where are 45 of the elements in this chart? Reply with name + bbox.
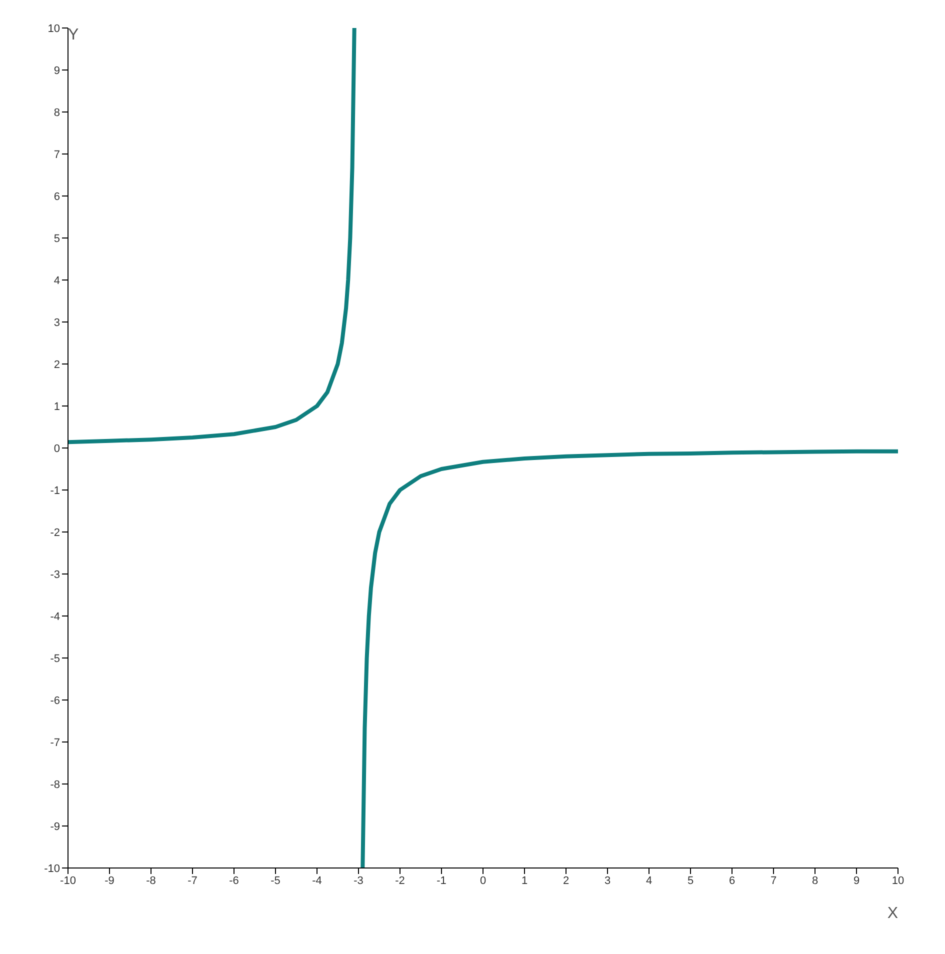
x-tick-label: 3 (604, 874, 611, 887)
y-tick-label: -4 (50, 610, 60, 623)
y-tick-label: -5 (50, 652, 60, 665)
x-tick-label: 9 (853, 874, 860, 887)
x-tick-label: -8 (146, 874, 156, 887)
line-series (68, 28, 356, 444)
x-tick-label: 6 (728, 874, 736, 887)
y-tick-label: 4 (54, 274, 60, 287)
y-tick-label: 2 (54, 358, 60, 371)
y-tick-label: 8 (54, 106, 60, 119)
x-tick-label: -2 (395, 874, 405, 887)
y-tick-label: -8 (50, 778, 60, 791)
y-tick-label: 9 (54, 64, 60, 77)
x-tick-label: -3 (354, 874, 364, 887)
x-tick-label: 0 (480, 874, 486, 887)
x-tick-label: 5 (687, 874, 694, 887)
y-tick-label: 1 (54, 400, 60, 413)
x-tick-label: 1 (521, 874, 528, 887)
x-tick-label: 7 (770, 874, 777, 887)
y-tick-label: -10 (44, 862, 60, 875)
y-tick-label: 7 (54, 148, 60, 161)
y-tick-label: 10 (48, 22, 60, 35)
y-tick-label: -6 (50, 694, 60, 707)
y-tick-label: -3 (50, 568, 60, 581)
y-tick-label: 6 (54, 190, 60, 203)
y-tick-label: 5 (54, 232, 60, 245)
x-tick-label: -9 (104, 874, 114, 887)
x-tick-label: -1 (436, 874, 446, 887)
x-tick-label: 2 (562, 874, 570, 887)
y-tick-label: 0 (54, 442, 60, 455)
x-tick-label: -7 (188, 874, 198, 887)
x-tick-label: -5 (270, 874, 280, 887)
x-axis-title: X (887, 905, 898, 922)
y-tick-label: -7 (50, 736, 60, 749)
y-axis-title: Y (68, 26, 79, 44)
x-tick-label: 10 (892, 874, 904, 887)
y-tick-label: -1 (50, 484, 60, 497)
x-tick-label: -6 (229, 874, 239, 887)
x-tick-label: -4 (312, 874, 322, 887)
y-tick-label: -2 (50, 526, 60, 539)
y-tick-label: -9 (50, 820, 60, 833)
y-tick-label: 3 (54, 316, 60, 329)
line-series (360, 449, 898, 868)
x-tick-label: 4 (646, 874, 652, 887)
x-tick-label: 8 (812, 874, 818, 887)
